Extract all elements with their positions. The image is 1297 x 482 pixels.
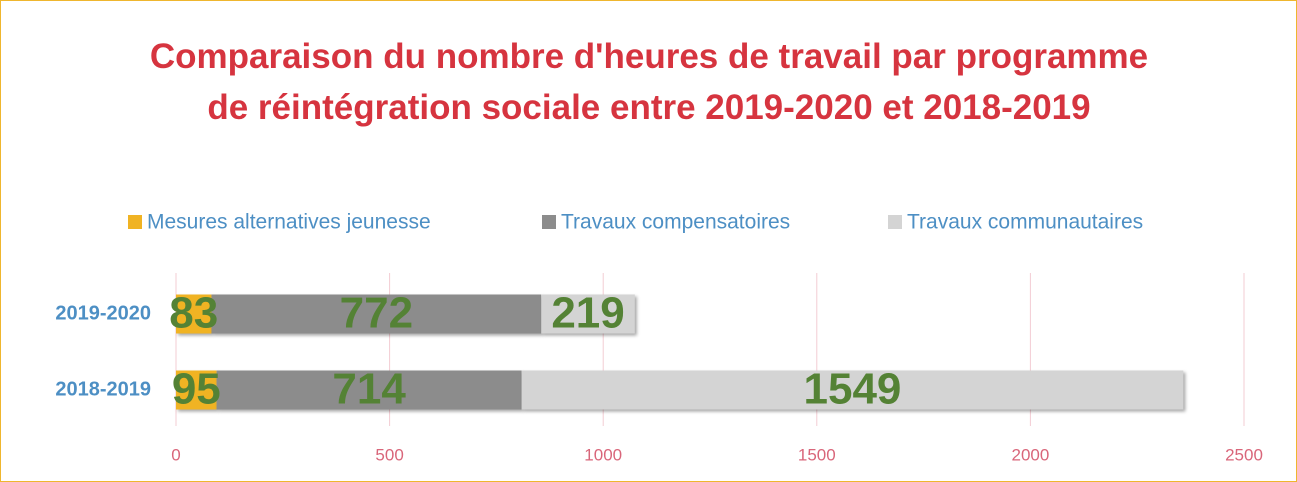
data-label: 219 bbox=[551, 289, 624, 338]
x-tick-label: 500 bbox=[375, 445, 403, 464]
chart-title: Comparaison du nombre d'heures de travai… bbox=[149, 37, 1149, 127]
y-tick-label: 2018-2019 bbox=[55, 378, 151, 400]
bar-segment bbox=[541, 294, 635, 334]
x-tick-label: 1500 bbox=[798, 445, 836, 464]
data-label: 95 bbox=[172, 365, 221, 414]
bar-segment bbox=[176, 370, 217, 410]
legend-swatch bbox=[888, 215, 902, 229]
data-label: 714 bbox=[332, 365, 406, 414]
x-tick-label: 0 bbox=[171, 445, 180, 464]
data-label: 772 bbox=[340, 289, 413, 338]
x-tick-label: 1000 bbox=[584, 445, 622, 464]
legend-label: Travaux compensatoires bbox=[561, 211, 790, 234]
legend-label: Travaux communautaires bbox=[907, 211, 1143, 234]
bar-segment bbox=[211, 294, 542, 334]
data-label: 1549 bbox=[804, 365, 902, 414]
data-label: 83 bbox=[169, 289, 218, 338]
y-tick-label: 2019-2020 bbox=[55, 302, 151, 324]
legend-swatch bbox=[128, 215, 142, 229]
bar-segment bbox=[216, 370, 522, 410]
x-tick-label: 2500 bbox=[1225, 445, 1263, 464]
legend-swatch bbox=[542, 215, 556, 229]
x-tick-label: 2000 bbox=[1011, 445, 1049, 464]
bar-segment bbox=[521, 370, 1184, 410]
legend-label: Mesures alternatives jeunesse bbox=[147, 211, 431, 234]
bar-segment bbox=[176, 294, 212, 334]
